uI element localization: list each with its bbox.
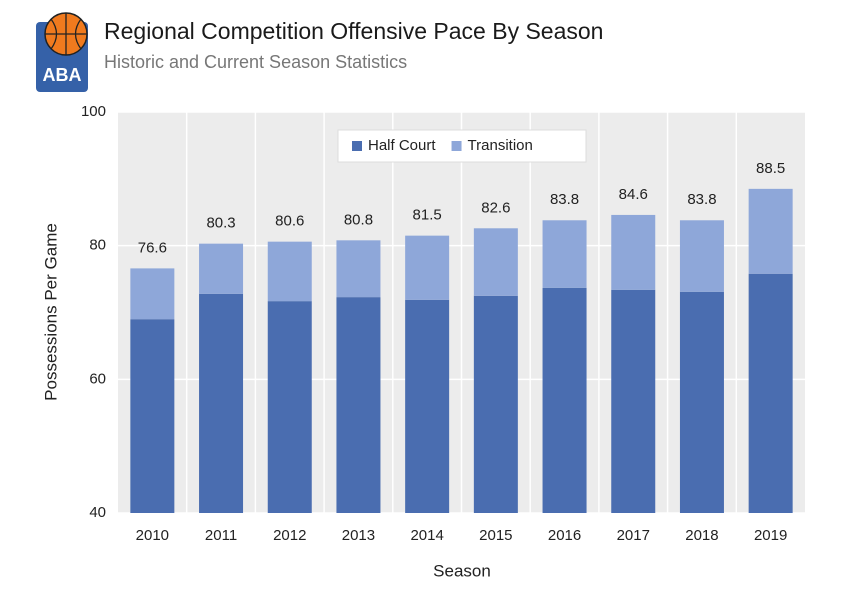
bar-segment: [473, 295, 518, 513]
bar-segment: [199, 293, 244, 513]
bar-segment: [542, 287, 587, 513]
x-axis-label: Season: [433, 561, 491, 580]
x-tick-label: 2016: [548, 527, 581, 544]
bar-segment: [267, 301, 312, 513]
bar-segment: [611, 289, 656, 513]
x-tick-label: 2015: [479, 527, 512, 544]
legend-box: [337, 129, 587, 163]
y-tick-label: 60: [89, 370, 106, 387]
logo-text: ABA: [43, 65, 82, 85]
logo-seams: [45, 13, 87, 55]
logo: ABA: [36, 12, 88, 92]
bar-segment: [611, 214, 656, 290]
bar-segment: [679, 220, 724, 292]
bar-segment: [267, 241, 312, 302]
chart-subtitle: Historic and Current Season Statistics: [104, 52, 407, 72]
bar-segment: [336, 240, 381, 298]
x-tick-label: 2018: [685, 527, 718, 544]
bar-segment: [199, 243, 244, 294]
x-tick-label: 2014: [410, 527, 443, 544]
x-tick-label: 2012: [273, 527, 306, 544]
bar-segment: [130, 319, 175, 513]
x-tick-label: 2017: [617, 527, 650, 544]
x-tick-label: 2013: [342, 527, 375, 544]
y-tick-label: 100: [81, 103, 106, 120]
bar-segment: [748, 273, 793, 513]
bar-segment: [748, 188, 793, 274]
x-tick-label: 2010: [136, 527, 169, 544]
total-label: 88.5: [756, 160, 785, 177]
y-tick-label: 40: [89, 504, 106, 521]
bar-segment: [405, 235, 450, 300]
total-label: 83.8: [687, 191, 716, 208]
legend-swatch: [352, 141, 362, 151]
bar-segment: [542, 220, 587, 288]
y-tick-label: 80: [89, 237, 106, 254]
bar-segment: [336, 297, 381, 513]
y-axis-label: Possessions Per Game: [41, 223, 60, 401]
x-tick-label: 2019: [754, 527, 787, 544]
total-label: 76.6: [138, 239, 167, 256]
total-label: 80.6: [275, 213, 304, 230]
legend-label: Half Court: [368, 137, 436, 154]
total-label: 80.8: [344, 211, 373, 228]
chart-title: Regional Competition Offensive Pace By S…: [104, 18, 603, 44]
bar-segment: [130, 268, 175, 320]
bar-segment: [679, 291, 724, 513]
total-label: 84.6: [619, 186, 648, 203]
total-label: 80.3: [206, 215, 235, 232]
legend-swatch: [451, 141, 462, 151]
x-tick-label: 2011: [205, 527, 237, 544]
total-label: 83.8: [550, 191, 579, 208]
legend-label: Transition: [468, 137, 533, 154]
bar-segment: [405, 299, 450, 513]
total-label: 82.6: [481, 199, 510, 216]
bar-segment: [473, 228, 518, 296]
total-label: 81.5: [413, 207, 442, 224]
